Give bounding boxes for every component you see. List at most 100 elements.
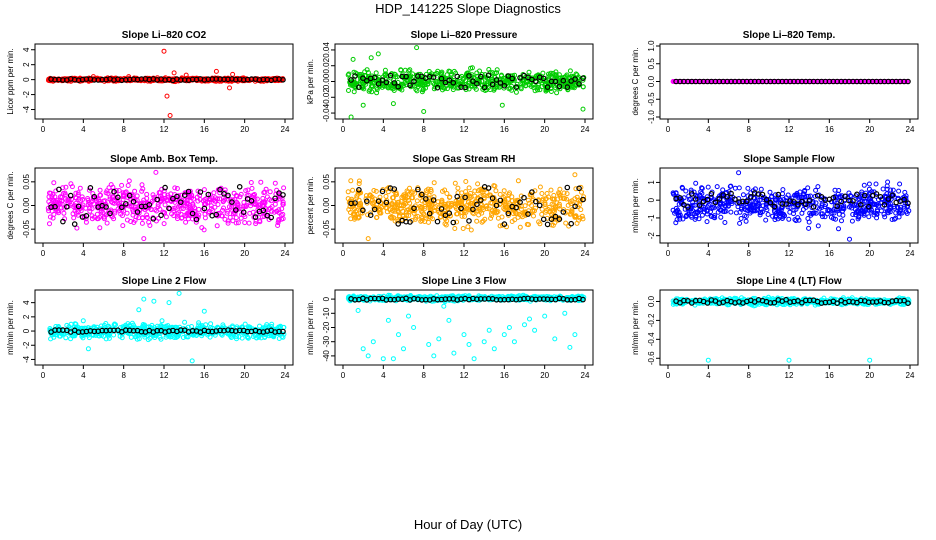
mean-point bbox=[236, 184, 243, 190]
outlier-point bbox=[360, 102, 366, 108]
y-tick-label: 0.04 bbox=[322, 42, 331, 58]
x-tick-label: 20 bbox=[240, 125, 249, 134]
outlier-point bbox=[414, 45, 420, 51]
x-tick-label: 20 bbox=[540, 371, 549, 380]
sample-point bbox=[463, 78, 469, 84]
x-tick-label: 0 bbox=[41, 371, 46, 380]
sample-point bbox=[433, 79, 439, 85]
sample-point bbox=[281, 185, 287, 191]
y-axis-label: percent per min. bbox=[306, 177, 315, 235]
outlier-point bbox=[164, 93, 170, 99]
sample-point bbox=[737, 220, 743, 226]
x-tick-label: 16 bbox=[200, 125, 209, 134]
panel-title: Slope Amb. Box Temp. bbox=[110, 154, 218, 165]
y-tick-label: 0.00 bbox=[22, 197, 31, 213]
sample-point bbox=[242, 220, 248, 226]
x-tick-label: 0 bbox=[341, 125, 346, 134]
x-tick-label: 4 bbox=[381, 371, 386, 380]
mean-point bbox=[71, 221, 78, 227]
sample-point bbox=[580, 84, 586, 90]
x-tick-label: 16 bbox=[200, 249, 209, 258]
y-axis-label: ml/min per min. bbox=[6, 300, 15, 355]
x-tick-label: 12 bbox=[460, 371, 469, 380]
sample-point bbox=[139, 182, 145, 188]
sample-point bbox=[128, 334, 134, 340]
sample-point bbox=[839, 218, 844, 224]
sample-point bbox=[345, 189, 351, 195]
y-tick-label: -1.0 bbox=[647, 110, 656, 124]
sample-point bbox=[249, 185, 255, 191]
y-tick-label: -2 bbox=[22, 341, 31, 349]
sample-point bbox=[509, 194, 515, 200]
sample-point bbox=[548, 187, 554, 193]
y-tick-label: -2 bbox=[22, 90, 31, 98]
sample-point bbox=[120, 197, 126, 202]
x-tick-label: 0 bbox=[41, 125, 46, 134]
outlier-point bbox=[176, 290, 182, 296]
outlier-point bbox=[126, 74, 132, 80]
mean-point bbox=[280, 77, 286, 83]
x-tick-label: 4 bbox=[706, 249, 711, 258]
sample-point bbox=[382, 67, 388, 73]
sample-point bbox=[80, 318, 86, 324]
x-tick-label: 8 bbox=[421, 249, 426, 258]
sample-point bbox=[182, 319, 188, 325]
x-tick-label: 0 bbox=[41, 249, 46, 258]
outlier-point bbox=[201, 308, 207, 314]
panel-3: Slope Li–820 Temp.0 4 8 12 16 20 24-1.0-0.50.0… bbox=[631, 30, 919, 134]
x-tick-label: 16 bbox=[200, 371, 209, 380]
sample-point bbox=[738, 216, 744, 221]
x-tick-label: 24 bbox=[906, 125, 915, 134]
x-tick-label: 4 bbox=[381, 125, 386, 134]
sample-point bbox=[452, 180, 458, 186]
y-axis-label: degrees C per min. bbox=[631, 47, 640, 115]
y-tick-label: -0.02 bbox=[322, 88, 331, 107]
sample-point bbox=[786, 216, 792, 222]
sample-point bbox=[718, 214, 724, 220]
sample-point bbox=[815, 223, 821, 229]
x-tick-label: 4 bbox=[81, 249, 86, 258]
x-tick-label: 20 bbox=[865, 249, 874, 258]
outlier-point bbox=[390, 101, 396, 107]
sample-point bbox=[258, 179, 264, 185]
sample-point bbox=[866, 181, 872, 187]
x-tick-label: 8 bbox=[121, 125, 126, 134]
sample-point bbox=[896, 188, 902, 194]
sample-point bbox=[407, 185, 412, 191]
sample-point bbox=[554, 90, 560, 96]
sample-point bbox=[539, 191, 545, 196]
sample-point bbox=[124, 210, 130, 216]
sample-point bbox=[431, 180, 437, 186]
sample-point bbox=[758, 186, 764, 192]
mean-point bbox=[568, 220, 575, 227]
x-tick-label: 16 bbox=[500, 371, 509, 380]
panel-title: Slope Li–820 Temp. bbox=[743, 30, 836, 41]
sample-point bbox=[581, 75, 587, 80]
y-tick-label: 1.0 bbox=[647, 40, 656, 52]
sample-point bbox=[97, 225, 103, 231]
panel-title: Slope Line 2 Flow bbox=[122, 276, 207, 287]
x-tick-label: 12 bbox=[160, 249, 169, 258]
sample-point bbox=[548, 89, 554, 94]
sample-point bbox=[531, 213, 536, 219]
x-tick-label: 12 bbox=[785, 249, 794, 258]
sample-point bbox=[272, 180, 278, 186]
sample-point bbox=[765, 212, 771, 217]
sample-point bbox=[494, 67, 500, 73]
sample-point bbox=[468, 227, 474, 233]
y-tick-label: -20 bbox=[322, 321, 331, 333]
x-tick-label: 24 bbox=[581, 125, 590, 134]
y-tick-label: -4 bbox=[22, 105, 31, 113]
sample-point bbox=[535, 87, 540, 93]
x-tick-label: 24 bbox=[581, 371, 590, 380]
x-tick-label: 8 bbox=[746, 249, 751, 258]
sample-point bbox=[474, 218, 480, 224]
y-tick-label: -0.05 bbox=[22, 219, 31, 238]
outlier-point bbox=[151, 298, 157, 304]
y-tick-label: 2 bbox=[22, 314, 31, 319]
y-tick-label: -0.04 bbox=[322, 103, 331, 122]
sample-point bbox=[214, 223, 220, 229]
